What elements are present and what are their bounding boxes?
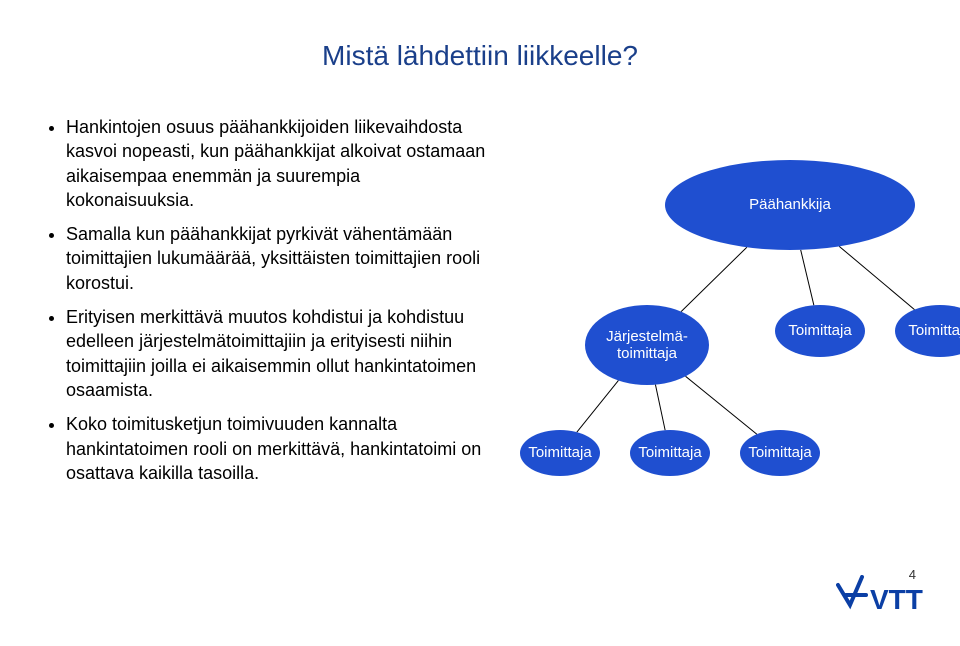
org-tree-diagram: Päähankkija Järjestelmä- toimittaja Toimit… — [500, 115, 940, 495]
diagram-edge — [839, 246, 914, 309]
vtt-logo: VTT — [836, 575, 932, 626]
diagram-node-root: Päähankkija — [665, 160, 915, 250]
bullet-item: Hankintojen osuus päähankkijoiden liikev… — [66, 115, 488, 212]
bullet-item: Samalla kun päähankkijat pyrkivät vähent… — [66, 222, 488, 295]
diagram-edge — [655, 385, 665, 431]
logo-text: VTT — [870, 584, 923, 615]
diagram-edge — [686, 376, 757, 434]
diagram-node-sys: Järjestelmä- toimittaja — [585, 305, 709, 385]
bullet-item: Erityisen merkittävä muutos kohdistui ja… — [66, 305, 488, 402]
diagram-node-sup_b1: Toimittaja — [520, 430, 600, 476]
bullet-item: Koko toimitusketjun toimivuuden kannalta… — [66, 412, 488, 485]
diagram-edge — [801, 250, 814, 305]
slide: Mistä lähdettiin liikkeelle? Hankintojen… — [0, 0, 960, 646]
diagram-node-sup_b2: Toimittaja — [630, 430, 710, 476]
diagram-node-sup_b3: Toimittaja — [740, 430, 820, 476]
diagram-node-sup_r1: Toimittaja — [775, 305, 865, 357]
slide-title: Mistä lähdettiin liikkeelle? — [0, 40, 960, 72]
bullets-block: Hankintojen osuus päähankkijoiden liikev… — [48, 115, 488, 495]
diagram-edge — [577, 380, 619, 432]
diagram-edge — [681, 247, 747, 311]
bullets-list: Hankintojen osuus päähankkijoiden liikev… — [48, 115, 488, 485]
